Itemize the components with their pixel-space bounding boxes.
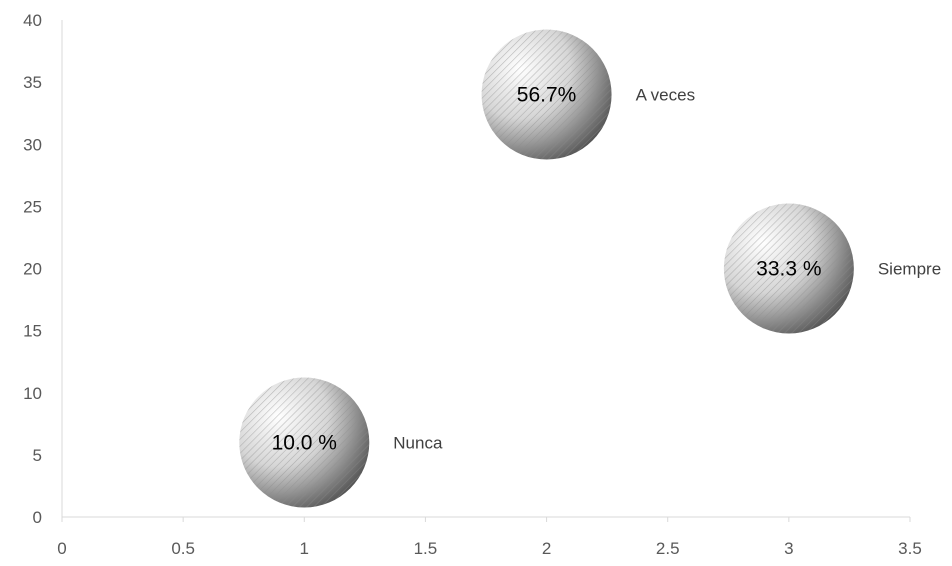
y-tick-label: 5 <box>33 446 42 465</box>
category-label: A veces <box>636 86 696 105</box>
data-label: 56.7% <box>517 84 577 107</box>
y-tick-label: 25 <box>23 197 42 216</box>
x-tick-label: 1.5 <box>414 539 438 558</box>
x-tick-label: 2 <box>542 539 551 558</box>
y-tick-label: 30 <box>23 135 42 154</box>
x-tick-label: 0 <box>57 539 66 558</box>
bubble-hatch <box>723 203 854 334</box>
data-label: 10.0 % <box>272 431 337 454</box>
y-tick-label: 20 <box>23 260 42 279</box>
data-label: 33.3 % <box>756 258 821 281</box>
bubble-point <box>481 29 612 160</box>
x-tick-label: 0.5 <box>171 539 195 558</box>
x-tick-label: 1 <box>300 539 309 558</box>
bubble-point <box>723 203 854 334</box>
x-tick-label: 2.5 <box>656 539 680 558</box>
category-label: Nunca <box>393 433 443 452</box>
x-tick-label: 3.5 <box>898 539 922 558</box>
y-tick-label: 15 <box>23 322 42 341</box>
bubble-hatch <box>481 29 612 160</box>
y-tick-label: 0 <box>33 508 42 527</box>
bubble-hatch <box>239 377 370 508</box>
bubble-point <box>239 377 370 508</box>
y-tick-label: 40 <box>23 11 42 30</box>
x-tick-label: 3 <box>784 539 793 558</box>
y-tick-label: 35 <box>23 73 42 92</box>
y-tick-label: 10 <box>23 384 42 403</box>
category-label: Siempre <box>878 260 941 279</box>
